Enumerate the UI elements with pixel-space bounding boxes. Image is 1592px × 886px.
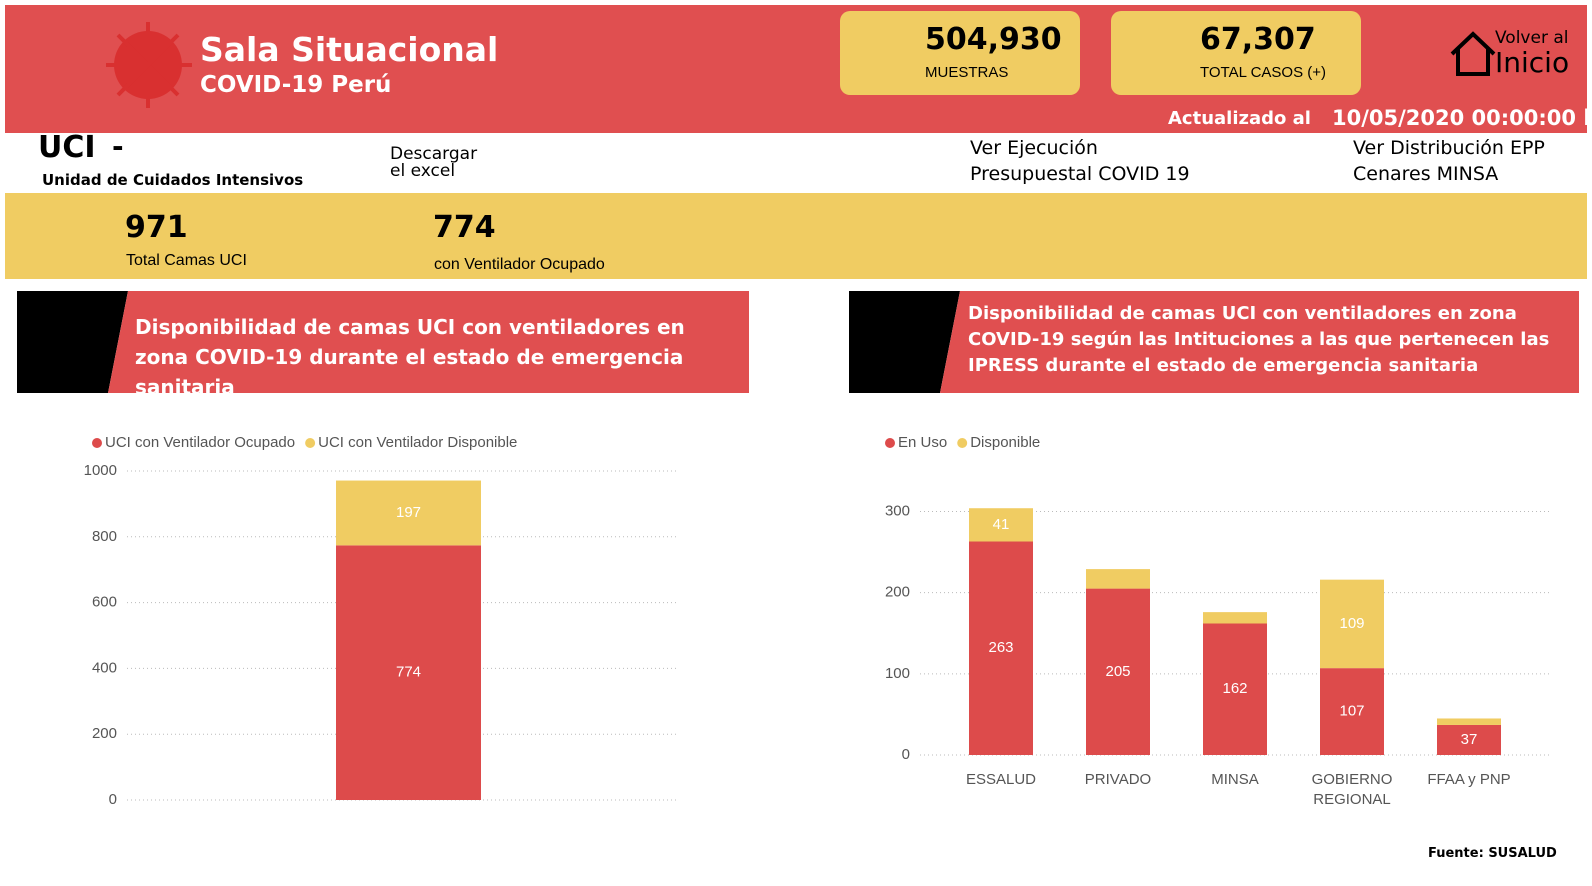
chart-title: Disponibilidad de camas UCI con ventilad…: [968, 303, 1550, 376]
subtitle: COVID-19 Perú: [200, 72, 392, 98]
legend-swatch: [305, 438, 316, 448]
bar-segment: [1203, 623, 1267, 755]
data-label: 162: [1222, 680, 1247, 697]
x-tick-label: FFAA y PNP: [1427, 771, 1510, 788]
x-tick-label: ESSALUD: [966, 771, 1036, 788]
updated-value: 10/05/2020 00:00:00 hs: [1332, 106, 1592, 130]
legend-label: UCI con Ventilador Disponible: [318, 434, 517, 451]
y-tick-label: 100: [885, 665, 910, 682]
bar-segment: [1203, 612, 1267, 624]
y-tick-label: 200: [92, 725, 117, 742]
title-box: [940, 291, 1579, 393]
kpi-value: 774: [433, 210, 496, 245]
legend-label: Disponible: [970, 434, 1040, 451]
back-line2[interactable]: Inicio: [1495, 46, 1570, 79]
kpi-value: 971: [125, 210, 188, 245]
x-tick-label: PRIVADO: [1085, 771, 1151, 788]
bar-segment: [1320, 668, 1384, 755]
virus-icon: [106, 22, 192, 108]
source: Fuente: SUSALUD: [1428, 846, 1557, 861]
bar-segment: [336, 545, 481, 800]
bar-segment: [1086, 569, 1150, 589]
title-box: [108, 291, 749, 393]
y-tick-label: 600: [92, 594, 117, 611]
bar-segment: [1437, 718, 1501, 725]
bar-segment: [1320, 579, 1384, 669]
y-tick-label: 200: [885, 584, 910, 601]
kpi-band: [5, 193, 1587, 279]
download-line1[interactable]: Descargar: [390, 144, 478, 164]
data-label: 197: [396, 504, 421, 521]
samples-label: MUESTRAS: [925, 64, 1009, 81]
bar-segment: [336, 480, 481, 546]
epp-line1[interactable]: Ver Distribución EPP: [1353, 137, 1545, 159]
bar-segment: [1086, 588, 1150, 755]
legend-label: UCI con Ventilador Ocupado: [105, 434, 295, 451]
section-dash: -: [112, 130, 124, 163]
y-tick-label: 0: [109, 791, 117, 808]
data-label: 774: [396, 664, 421, 681]
budget-line1[interactable]: Ver Ejecución: [970, 137, 1098, 159]
data-label: 107: [1339, 703, 1364, 720]
epp-line2[interactable]: Cenares MINSA: [1353, 163, 1499, 185]
legend-swatch: [885, 438, 895, 448]
download-line2[interactable]: el excel: [390, 161, 456, 181]
legend-swatch: [957, 438, 968, 448]
y-tick-label: 300: [885, 502, 910, 519]
cases-card: [1111, 11, 1361, 95]
legend-label: En Uso: [898, 434, 947, 451]
bar-segment: [969, 541, 1033, 755]
samples-value: 504,930: [925, 22, 1062, 57]
kpi-label: con Ventilador Ocupado: [434, 256, 605, 273]
y-tick-label: 800: [92, 528, 117, 545]
x-tick-label: GOBIERNO REGIONAL: [1312, 771, 1393, 808]
kpi-label: Total Camas UCI: [126, 252, 247, 269]
home-icon[interactable]: [1448, 30, 1498, 78]
title-accent: [17, 291, 128, 393]
bar-segment: [1437, 724, 1501, 755]
data-label: 263: [988, 639, 1013, 656]
y-tick-label: 400: [92, 659, 117, 676]
data-label: 41: [993, 516, 1010, 533]
data-label: 109: [1339, 615, 1364, 632]
data-label: 37: [1461, 731, 1478, 748]
title-accent: [849, 291, 960, 393]
legend-swatch: [92, 438, 102, 448]
chart-title: Disponibilidad de camas UCI con ventilad…: [135, 315, 685, 399]
data-label: 205: [1105, 663, 1130, 680]
section: UCI: [38, 130, 96, 165]
samples-card: [840, 11, 1080, 95]
y-tick-label: 1000: [84, 462, 117, 479]
budget-line2[interactable]: Presupuestal COVID 19: [970, 163, 1190, 185]
cases-value: 67,307: [1200, 22, 1316, 57]
section-full: Unidad de Cuidados Intensivos: [42, 171, 304, 189]
updated-label: Actualizado al: [1168, 108, 1311, 129]
title: Sala Situacional: [200, 30, 499, 69]
bar-segment: [969, 508, 1033, 542]
x-tick-label: MINSA: [1211, 771, 1259, 788]
back-line1[interactable]: Volver al: [1495, 28, 1569, 48]
cases-label: TOTAL CASOS (+): [1200, 64, 1326, 81]
y-tick-label: 0: [902, 746, 910, 763]
